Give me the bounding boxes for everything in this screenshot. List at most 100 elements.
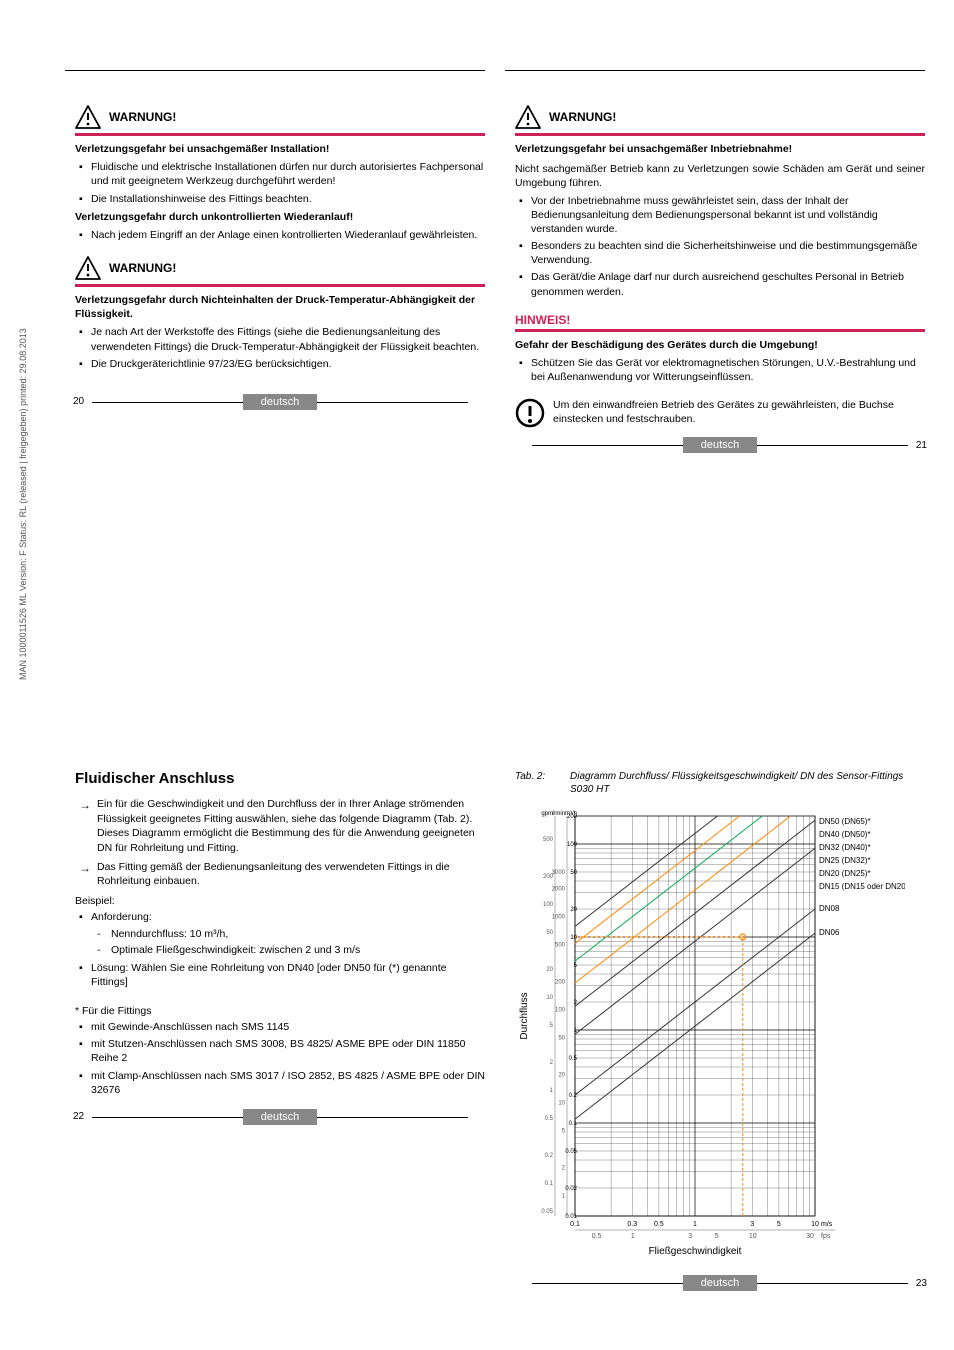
svg-text:2: 2 [562,1165,566,1171]
svg-text:10: 10 [546,995,553,1001]
language-badge: deutsch [243,1109,318,1125]
arrow-item: →Das Fitting gemäß der Bedienungsanleitu… [79,860,485,889]
page-footer: 22 deutsch 00 [65,1109,495,1125]
svg-text:5: 5 [562,1128,566,1134]
svg-text:10: 10 [811,1221,819,1228]
bullet-item: ▪Besonders zu beachten sind die Sicherhe… [519,239,925,267]
page-number: 23 [908,1278,935,1289]
svg-text:10: 10 [570,935,577,941]
bullet-item: ▪Lösung: Wählen Sie eine Rohrleitung von… [79,961,485,989]
warning-icon [75,105,101,129]
bullet-item: ▪mit Stutzen-Anschlüssen nach SMS 3008, … [79,1037,485,1065]
svg-text:1000: 1000 [552,914,566,920]
svg-text:0.3: 0.3 [627,1221,637,1228]
table-caption-text: Diagramm Durchfluss/ Flüssigkeitsgeschwi… [570,770,925,796]
svg-text:DN08: DN08 [819,904,840,913]
notice-subtitle: Gefahr der Beschädigung des Gerätes durc… [515,338,925,352]
arrow-item: →Ein für die Geschwindigkeit und den Dur… [79,797,485,856]
svg-text:0.5: 0.5 [545,1116,554,1122]
bullet-item: ▪Die Druckgeräterichtlinie 97/23/EG berü… [79,357,485,371]
svg-text:50: 50 [558,1035,565,1041]
bullet-item: ▪mit Clamp-Anschlüssen nach SMS 3017 / I… [79,1069,485,1097]
svg-text:50: 50 [546,930,553,936]
page-footer: 20 deutsch 00 [65,394,495,410]
svg-text:Durchfluss: Durchfluss [519,992,530,1039]
table-label: Tab. 2: [515,770,570,796]
bullet-item: ▪Das Gerät/die Anlage darf nur durch aus… [519,270,925,298]
svg-text:100: 100 [555,1007,566,1013]
svg-text:0.1: 0.1 [570,1221,580,1228]
svg-text:500: 500 [543,837,554,843]
page-20: WARNUNG! Verletzungsgefahr bei unsachgem… [65,85,495,400]
bullet-item: ▪mit Gewinde-Anschlüssen nach SMS 1145 [79,1020,485,1034]
warning-title: WARNUNG! [109,261,176,275]
svg-text:0.5: 0.5 [569,1056,578,1062]
warning-block: WARNUNG! Verletzungsgefahr durch Nichtei… [75,256,485,371]
svg-text:500: 500 [555,942,566,948]
bullet-item: ▪Nach jedem Eingriff an der Anlage einen… [79,228,485,242]
warning-block: WARNUNG! Verletzungsgefahr bei unsachgem… [515,105,925,299]
svg-text:DN06: DN06 [819,928,840,937]
warning-subtitle: Verletzungsgefahr bei unsachgemäßer Inbe… [515,142,925,156]
page-23: Tab. 2: Diagramm Durchfluss/ Flüssigkeit… [505,750,935,1281]
warning-title: WARNUNG! [549,110,616,124]
svg-text:0.5: 0.5 [592,1233,602,1240]
info-icon [515,398,545,428]
language-badge: deutsch [683,437,758,453]
svg-text:0.1: 0.1 [545,1181,554,1187]
divider [75,133,485,136]
svg-text:5: 5 [550,1023,554,1029]
svg-text:0.2: 0.2 [569,1093,578,1099]
svg-text:m³/h: m³/h [565,811,577,817]
notice-title: HINWEIS! [515,313,925,332]
svg-text:0.1: 0.1 [569,1121,578,1127]
page-number: 20 [65,396,92,407]
dash-item: -Optimale Fließgeschwindigkeit: zwischen… [97,943,485,957]
divider [515,133,925,136]
svg-text:DN15 (DN15 oder DN20)*: DN15 (DN15 oder DN20)* [819,882,905,891]
svg-text:3: 3 [750,1221,754,1228]
bullet-item: ▪Fluidische und elektrische Installation… [79,160,485,188]
svg-text:0.05: 0.05 [565,1149,577,1155]
svg-text:0.01: 0.01 [565,1214,577,1220]
paragraph: * Für die Fittings [75,1005,485,1017]
svg-text:5: 5 [777,1221,781,1228]
svg-text:30: 30 [806,1233,814,1240]
page-footer: 00 deutsch 21 [505,437,935,453]
page-rule [65,70,485,71]
paragraph: Nicht sachgemäßer Betrieb kann zu Verlet… [515,162,925,190]
warning-title: WARNUNG! [109,110,176,124]
warning-subtitle: Verletzungsgefahr bei unsachgemäßer Inst… [75,142,485,156]
svg-text:200: 200 [555,979,566,985]
svg-text:DN20 (DN25)*: DN20 (DN25)* [819,869,871,878]
page-footer: 00 deutsch 23 [505,1275,935,1291]
svg-text:DN25 (DN32)*: DN25 (DN32)* [819,856,871,865]
warning-icon [515,105,541,129]
page-number: 22 [65,1111,92,1122]
language-badge: deutsch [243,394,318,410]
divider [75,284,485,287]
svg-text:0.5: 0.5 [654,1221,664,1228]
section-heading: Fluidischer Anschluss [75,770,485,787]
warning-icon [75,256,101,280]
bullet-item: ▪Vor der Inbetriebnahme muss gewährleist… [519,194,925,237]
svg-text:20: 20 [558,1072,565,1078]
svg-text:0.02: 0.02 [565,1186,577,1192]
warning-block: WARNUNG! Verletzungsgefahr bei unsachgem… [75,105,485,242]
svg-text:1: 1 [631,1233,635,1240]
svg-text:Fließgeschwindigkeit: Fließgeschwindigkeit [649,1246,742,1257]
svg-text:1: 1 [550,1088,554,1094]
flow-chart: 0.10.30.513510m/s0.51351030fps0.010.020.… [515,806,905,1266]
svg-text:2000: 2000 [552,886,566,892]
language-badge: deutsch [683,1275,758,1291]
svg-text:fps: fps [821,1233,831,1240]
svg-text:m/s: m/s [821,1221,833,1228]
svg-text:l/min: l/min [552,811,565,817]
svg-text:2: 2 [550,1060,554,1066]
svg-text:200: 200 [543,874,554,880]
bullet-item: ▪Je nach Art der Werkstoffe des Fittings… [79,325,485,353]
info-text: Um den einwandfreien Betrieb des Gerätes… [553,398,925,426]
svg-text:20: 20 [546,967,553,973]
page-22: Fluidischer Anschluss →Ein für die Gesch… [65,750,495,1115]
page-rule [505,70,925,71]
